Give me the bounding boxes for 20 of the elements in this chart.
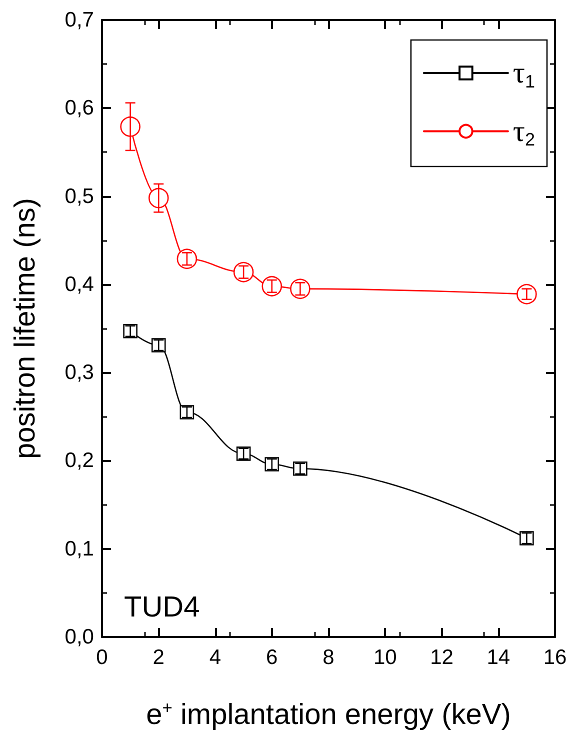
annotation: TUD4 xyxy=(124,592,200,624)
x-axis-title: e+ implantation energy (keV) xyxy=(146,698,511,731)
x-tick-label: 0 xyxy=(96,646,108,669)
x-tick-label: 6 xyxy=(266,646,278,669)
x-tick-label: 4 xyxy=(209,646,222,669)
y-tick-label: 0,7 xyxy=(64,8,94,32)
x-tick-label: 8 xyxy=(322,646,334,669)
y-tick-label: 0,3 xyxy=(64,361,94,384)
x-tick-label: 16 xyxy=(543,646,567,669)
y-tick-label: 0,1 xyxy=(64,537,94,560)
y-tick-label: 0,2 xyxy=(64,449,94,472)
y-axis-title: positron lifetime (ns) xyxy=(10,198,42,460)
y-tick-label: 0,5 xyxy=(64,184,94,208)
x-tick-label: 14 xyxy=(486,646,510,669)
y-tick-label: 0,6 xyxy=(64,96,94,120)
x-tick-label: 2 xyxy=(152,646,164,669)
y-tick-label: 0,4 xyxy=(64,272,94,296)
y-tick-label: 0,0 xyxy=(64,626,94,648)
x-tick-label: 12 xyxy=(430,646,454,669)
x-tick-label: 10 xyxy=(373,646,397,669)
